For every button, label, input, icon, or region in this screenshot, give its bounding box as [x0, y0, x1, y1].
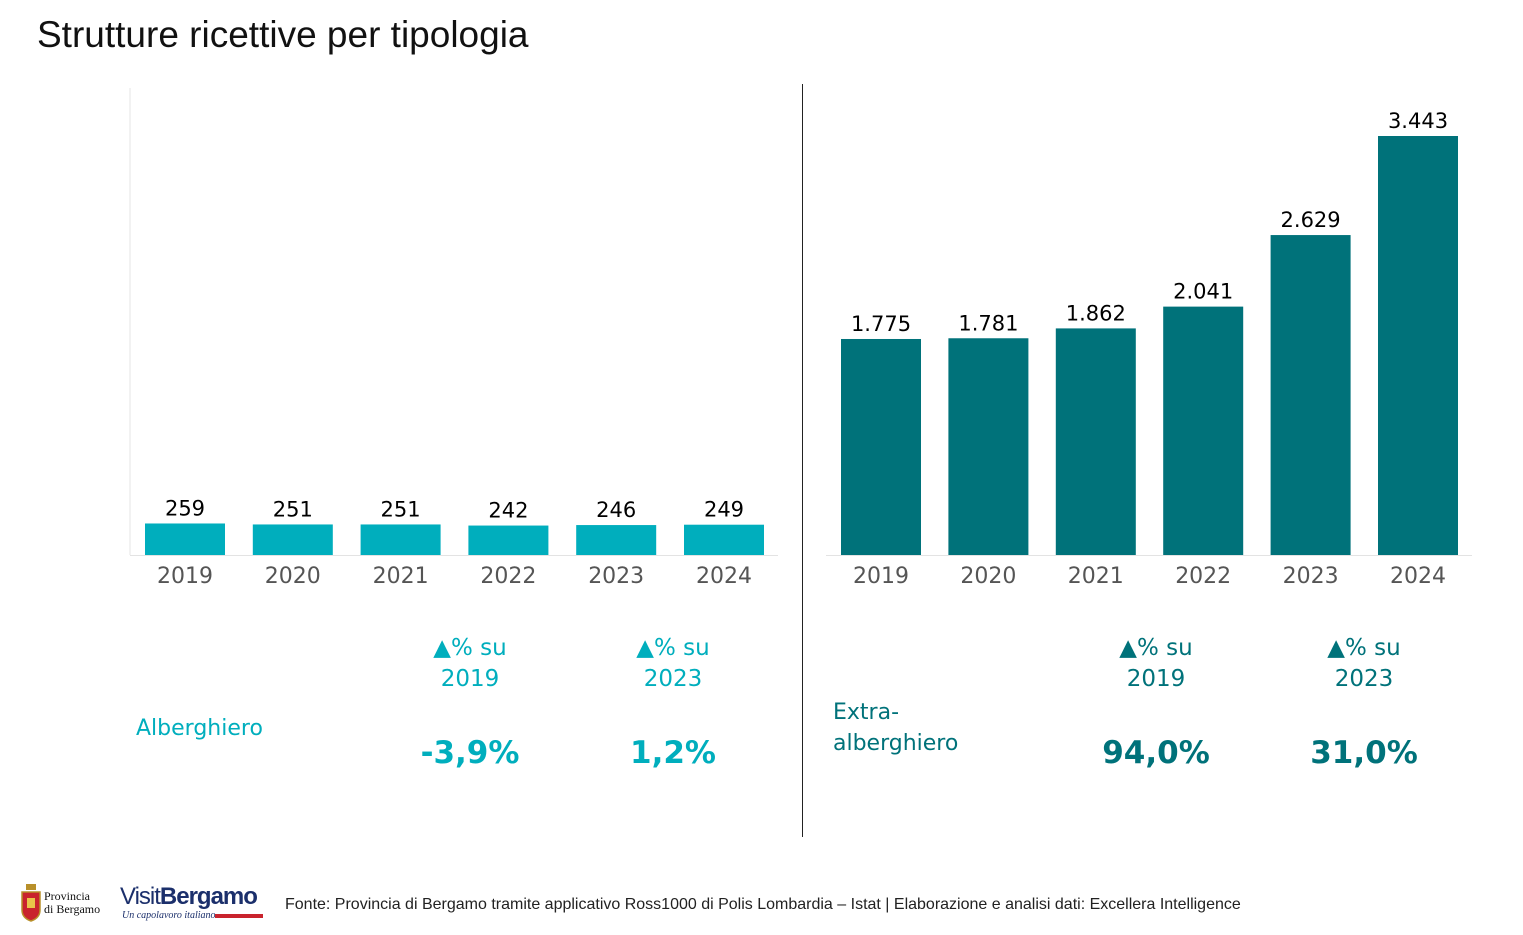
label-line2: alberghiero	[833, 731, 959, 756]
data-label-2023: 2.629	[1281, 208, 1341, 232]
bar-2021	[360, 524, 441, 555]
stat-header-line1: ▲% su	[636, 635, 710, 661]
x-tick-label-2023: 2023	[1283, 564, 1339, 589]
x-tick-label-2021: 2021	[1068, 564, 1124, 589]
stat-value: 1,2%	[630, 735, 716, 771]
x-tick-label-2024: 2024	[1390, 564, 1446, 589]
bar-2022	[1163, 306, 1244, 555]
data-label-2020: 251	[273, 497, 313, 521]
visitbergamo-accent-bar	[215, 914, 263, 918]
stat-header-line2: 2019	[440, 666, 500, 692]
bar-2024	[684, 524, 764, 555]
stat-header-line1: ▲% su	[433, 635, 507, 661]
data-label-2022: 242	[488, 499, 528, 523]
bar-2020	[948, 338, 1029, 555]
data-label-2020: 1.781	[958, 311, 1018, 335]
bar-2021	[1055, 328, 1136, 555]
data-label-2024: 3.443	[1388, 109, 1448, 133]
x-tick-label-2019: 2019	[853, 564, 909, 589]
x-tick-label-2022: 2022	[480, 564, 536, 589]
bar-2019	[145, 523, 225, 555]
stat-value: 31,0%	[1310, 735, 1418, 771]
stat-header-line2: 2019	[1126, 666, 1186, 692]
stat-value: -3,9%	[420, 735, 520, 771]
data-label-2019: 1.775	[851, 312, 911, 336]
data-label-2019: 259	[165, 496, 205, 520]
data-label-2023: 246	[596, 498, 636, 522]
stat-header-line1: ▲% su	[1119, 635, 1193, 661]
x-tick-label-2020: 2020	[960, 564, 1016, 589]
bergamo-word: Bergamo	[159, 883, 258, 910]
source-note: Fonte: Provincia di Bergamo tramite appl…	[285, 896, 1241, 913]
label-line1: Extra-	[833, 700, 900, 725]
extra-alberghiero-label: Extra- alberghiero	[833, 697, 958, 759]
x-tick-label-2022: 2022	[1175, 564, 1231, 589]
data-label-2021: 1.862	[1066, 301, 1126, 325]
extra-stat-2019: ▲% su 2019 94,0%	[1076, 633, 1236, 771]
panel-divider	[802, 84, 803, 837]
x-tick-label-2020: 2020	[265, 564, 321, 589]
stat-header-line2: 2023	[643, 666, 703, 692]
bar-2024	[1378, 136, 1458, 555]
stat-header-line2: 2023	[1334, 666, 1394, 692]
prov-line2: di Bergamo	[44, 902, 101, 916]
crest-icon	[21, 884, 41, 922]
bar-2022	[468, 525, 549, 555]
visitbergamo-wordmark: VisitBergamo	[120, 883, 258, 911]
x-tick-label-2023: 2023	[588, 564, 644, 589]
alberghiero-stat-2023: ▲% su 2023 1,2%	[593, 633, 753, 771]
extra-stat-2023: ▲% su 2023 31,0%	[1284, 633, 1444, 771]
stat-value: 94,0%	[1102, 735, 1210, 771]
visit-word: Visit	[120, 883, 161, 910]
bar-2023	[1270, 235, 1351, 555]
bar-2019	[841, 338, 921, 555]
provincia-logo: Provincia di Bergamo	[20, 884, 112, 924]
x-tick-label-2021: 2021	[373, 564, 429, 589]
data-label-2022: 2.041	[1173, 280, 1233, 304]
visitbergamo-logo: VisitBergamo Un capolavoro italiano	[120, 883, 265, 925]
alberghiero-label: Alberghiero	[136, 716, 263, 741]
alberghiero-stat-2019: ▲% su 2019 -3,9%	[390, 633, 550, 771]
x-tick-label-2024: 2024	[696, 564, 752, 589]
stat-header-line1: ▲% su	[1327, 635, 1401, 661]
visitbergamo-tagline: Un capolavoro italiano	[122, 910, 216, 921]
data-label-2024: 249	[704, 498, 744, 522]
data-label-2021: 251	[381, 497, 421, 521]
page-title: Strutture ricettive per tipologia	[37, 14, 529, 55]
provincia-logo-text: Provincia di Bergamo	[44, 890, 100, 916]
bar-2020	[252, 524, 333, 555]
prov-line1: Provincia	[44, 889, 90, 903]
bar-2023	[576, 525, 657, 555]
x-tick-label-2019: 2019	[157, 564, 213, 589]
